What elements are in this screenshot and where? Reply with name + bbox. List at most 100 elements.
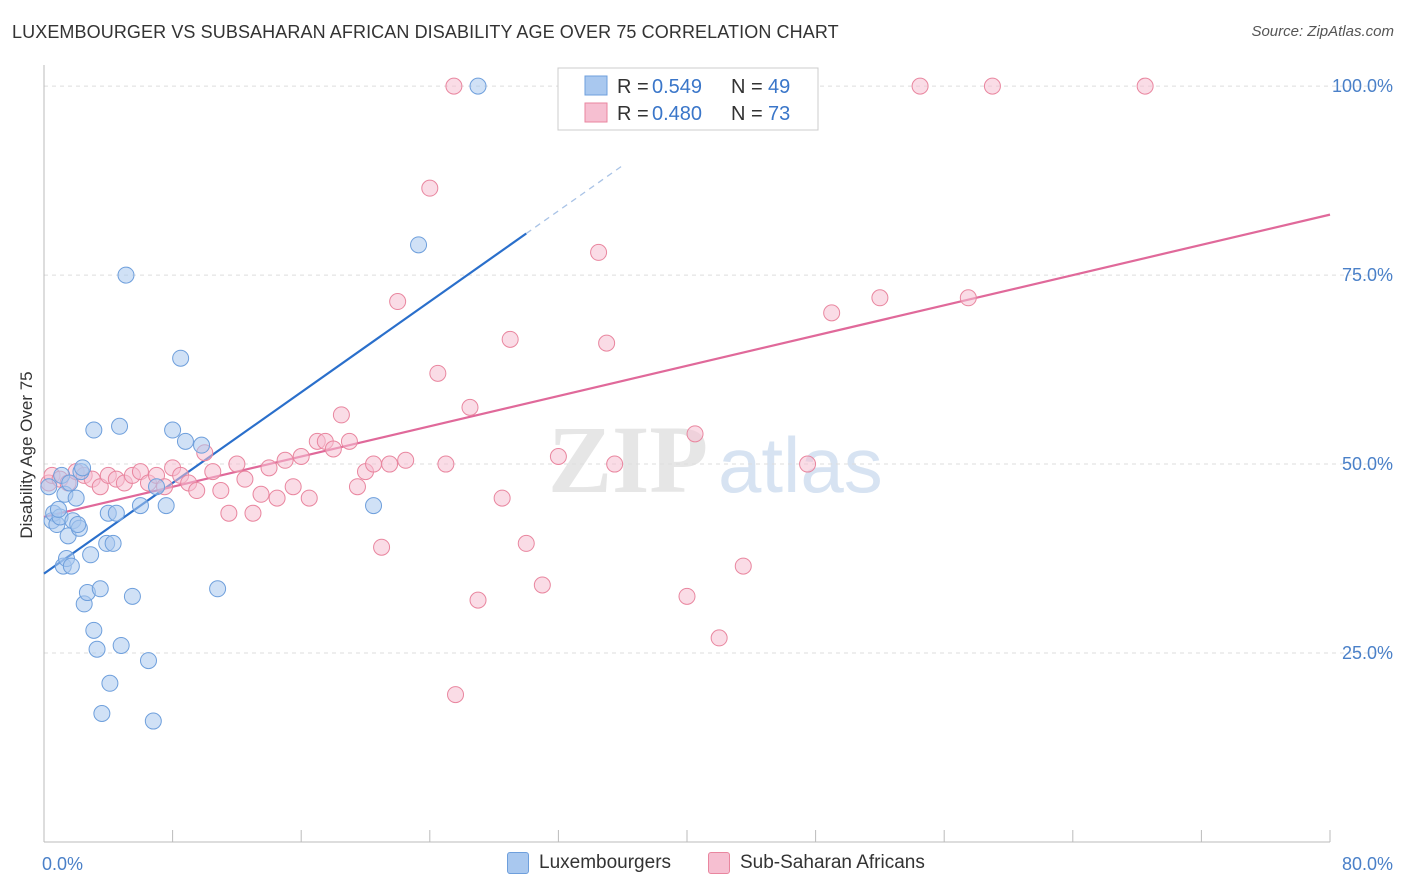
legend-r-label: R =	[617, 103, 649, 125]
data-point-sub-saharan	[493, 489, 511, 507]
data-point-luxembourgers	[61, 474, 79, 492]
data-point-sub-saharan	[220, 504, 238, 522]
data-point-luxembourgers	[176, 432, 194, 450]
series-luxembourgers	[40, 77, 487, 730]
data-point-luxembourgers	[144, 712, 162, 730]
legend-swatch-blue	[507, 852, 529, 874]
data-point-sub-saharan	[324, 440, 342, 458]
legend-n-label: N =	[731, 103, 763, 125]
data-point-sub-saharan	[606, 455, 624, 473]
data-point-luxembourgers	[131, 497, 149, 515]
data-point-luxembourgers	[101, 674, 119, 692]
series-sub-saharan-africans	[40, 77, 1154, 704]
data-point-sub-saharan	[445, 77, 463, 95]
bottom-legend-luxembourgers: Luxembourgers	[507, 852, 671, 874]
data-point-luxembourgers	[40, 478, 58, 496]
legend: R = 0.549 N = 49 R = 0.480 N = 73	[557, 67, 819, 131]
data-point-sub-saharan	[871, 289, 889, 307]
data-point-luxembourgers	[172, 349, 190, 367]
data-point-luxembourgers	[69, 516, 87, 534]
data-point-sub-saharan	[590, 243, 608, 261]
data-point-sub-saharan	[983, 77, 1001, 95]
watermark: ZIP atlas	[548, 406, 883, 513]
data-point-sub-saharan	[429, 364, 447, 382]
trend-line-luxembourgers	[43, 232, 527, 575]
data-point-sub-saharan	[397, 451, 415, 469]
data-point-sub-saharan	[959, 289, 977, 307]
data-point-sub-saharan	[365, 455, 383, 473]
data-point-luxembourgers	[410, 236, 428, 254]
data-point-sub-saharan	[598, 334, 616, 352]
trend-line-luxembourgers-extension	[525, 164, 624, 235]
data-point-sub-saharan	[373, 538, 391, 556]
data-point-sub-saharan	[244, 504, 262, 522]
data-point-luxembourgers	[139, 652, 157, 670]
data-point-sub-saharan	[461, 398, 479, 416]
legend-label-luxembourgers: Luxembourgers	[539, 852, 672, 873]
data-point-sub-saharan	[300, 489, 318, 507]
trend-line-sub-saharan	[43, 213, 1331, 519]
data-point-luxembourgers	[148, 478, 166, 496]
data-point-sub-saharan	[268, 489, 286, 507]
data-point-sub-saharan	[252, 485, 270, 503]
data-point-luxembourgers	[85, 621, 103, 639]
data-point-sub-saharan	[799, 455, 817, 473]
data-point-luxembourgers	[74, 459, 92, 477]
y-tick-label: 25.0%	[1342, 643, 1393, 663]
data-point-sub-saharan	[204, 463, 222, 481]
data-point-sub-saharan	[549, 448, 567, 465]
data-point-sub-saharan	[421, 179, 439, 197]
data-point-luxembourgers	[193, 436, 211, 454]
legend-swatch-pink	[708, 852, 730, 874]
data-point-luxembourgers	[104, 534, 122, 552]
data-point-sub-saharan	[188, 482, 206, 500]
data-point-sub-saharan	[348, 478, 366, 496]
source-label: Source: ZipAtlas.com	[1251, 23, 1394, 40]
data-point-luxembourgers	[85, 421, 103, 439]
data-point-sub-saharan	[236, 470, 254, 488]
data-point-luxembourgers	[365, 497, 383, 515]
data-point-sub-saharan	[517, 534, 535, 552]
data-point-sub-saharan	[710, 629, 728, 647]
legend-n-label: N =	[731, 76, 763, 98]
y-tick-label: 100.0%	[1332, 76, 1393, 96]
data-point-sub-saharan	[437, 455, 455, 473]
data-point-sub-saharan	[381, 455, 399, 473]
data-point-luxembourgers	[91, 580, 109, 598]
data-point-sub-saharan	[447, 686, 465, 704]
data-point-sub-saharan	[260, 459, 278, 477]
data-point-luxembourgers	[111, 417, 129, 435]
data-point-luxembourgers	[164, 421, 182, 439]
data-point-sub-saharan	[276, 451, 294, 469]
data-point-luxembourgers	[88, 640, 106, 658]
data-point-sub-saharan	[686, 425, 704, 443]
data-point-sub-saharan	[284, 478, 302, 496]
chart-title: LUXEMBOURGER VS SUBSAHARAN AFRICAN DISAB…	[12, 22, 839, 42]
data-point-sub-saharan	[734, 557, 752, 575]
data-point-luxembourgers	[93, 705, 111, 722]
legend-label-sub-saharan: Sub-Saharan Africans	[740, 852, 925, 873]
data-point-luxembourgers	[107, 504, 125, 522]
data-point-luxembourgers	[49, 500, 67, 518]
legend-r-value: 0.549	[652, 76, 702, 98]
legend-n-value: 49	[768, 76, 790, 98]
legend-swatch-pink	[584, 102, 608, 123]
gridlines	[44, 85, 1390, 654]
axes	[43, 65, 1331, 843]
y-tick-label: 50.0%	[1342, 454, 1393, 474]
data-point-sub-saharan	[332, 406, 350, 424]
x-tick-label-max: 80.0%	[1342, 854, 1393, 874]
data-point-sub-saharan	[212, 482, 230, 500]
data-point-sub-saharan	[292, 448, 310, 465]
legend-swatch-blue	[584, 75, 608, 96]
data-point-sub-saharan	[533, 576, 551, 594]
data-point-sub-saharan	[340, 432, 358, 450]
data-point-luxembourgers	[112, 636, 130, 654]
data-point-luxembourgers	[67, 489, 85, 507]
y-tick-labels: 25.0% 50.0% 75.0% 100.0%	[1332, 76, 1393, 663]
data-point-sub-saharan	[678, 587, 696, 605]
y-tick-label: 75.0%	[1342, 265, 1393, 285]
legend-n-value: 73	[768, 103, 790, 125]
data-point-sub-saharan	[501, 330, 519, 348]
data-point-luxembourgers	[117, 266, 135, 284]
